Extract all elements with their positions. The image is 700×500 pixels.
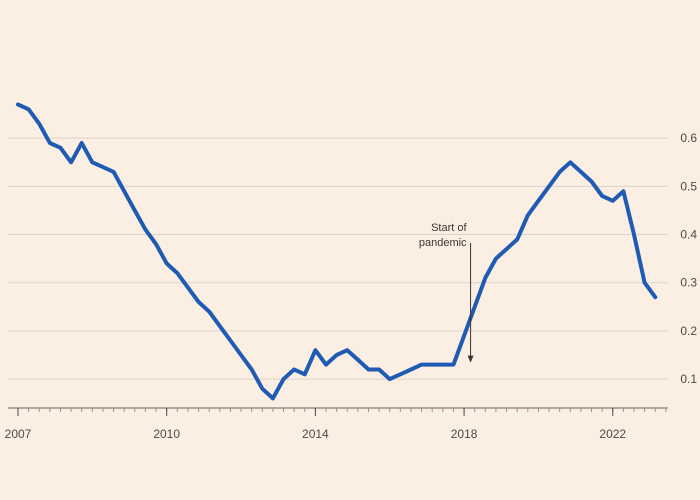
x-tick-label-1: 2010 [153, 427, 180, 441]
annotation-text-line-1: pandemic [419, 237, 467, 249]
x-tick-label-0: 2007 [5, 427, 32, 441]
y-tick-label-4: 0.5 [680, 179, 697, 193]
y-tick-label-0: 0.1 [680, 372, 697, 386]
x-axis: 2007 2010 2014 2018 2022 [5, 407, 668, 441]
series-line-0 [16, 102, 658, 401]
x-tick-label-3: 2018 [451, 427, 478, 441]
series-layer [16, 102, 658, 401]
x-tick-label-4: 2022 [599, 427, 626, 441]
x-tick-label-2: 2014 [302, 427, 329, 441]
annotation-arrowhead [467, 355, 474, 363]
y-tick-label-3: 0.4 [680, 228, 697, 242]
y-tick-label-1: 0.2 [680, 324, 697, 338]
gridlines [8, 137, 668, 380]
y-tick-label-5: 0.6 [680, 131, 697, 145]
annotation-text-line-0: Start of [431, 222, 467, 234]
y-tick-label-2: 0.3 [680, 276, 697, 290]
y-axis-labels: 0.1 0.2 0.3 0.4 0.5 0.6 [680, 131, 697, 386]
annotation: Start of pandemic [419, 222, 474, 363]
